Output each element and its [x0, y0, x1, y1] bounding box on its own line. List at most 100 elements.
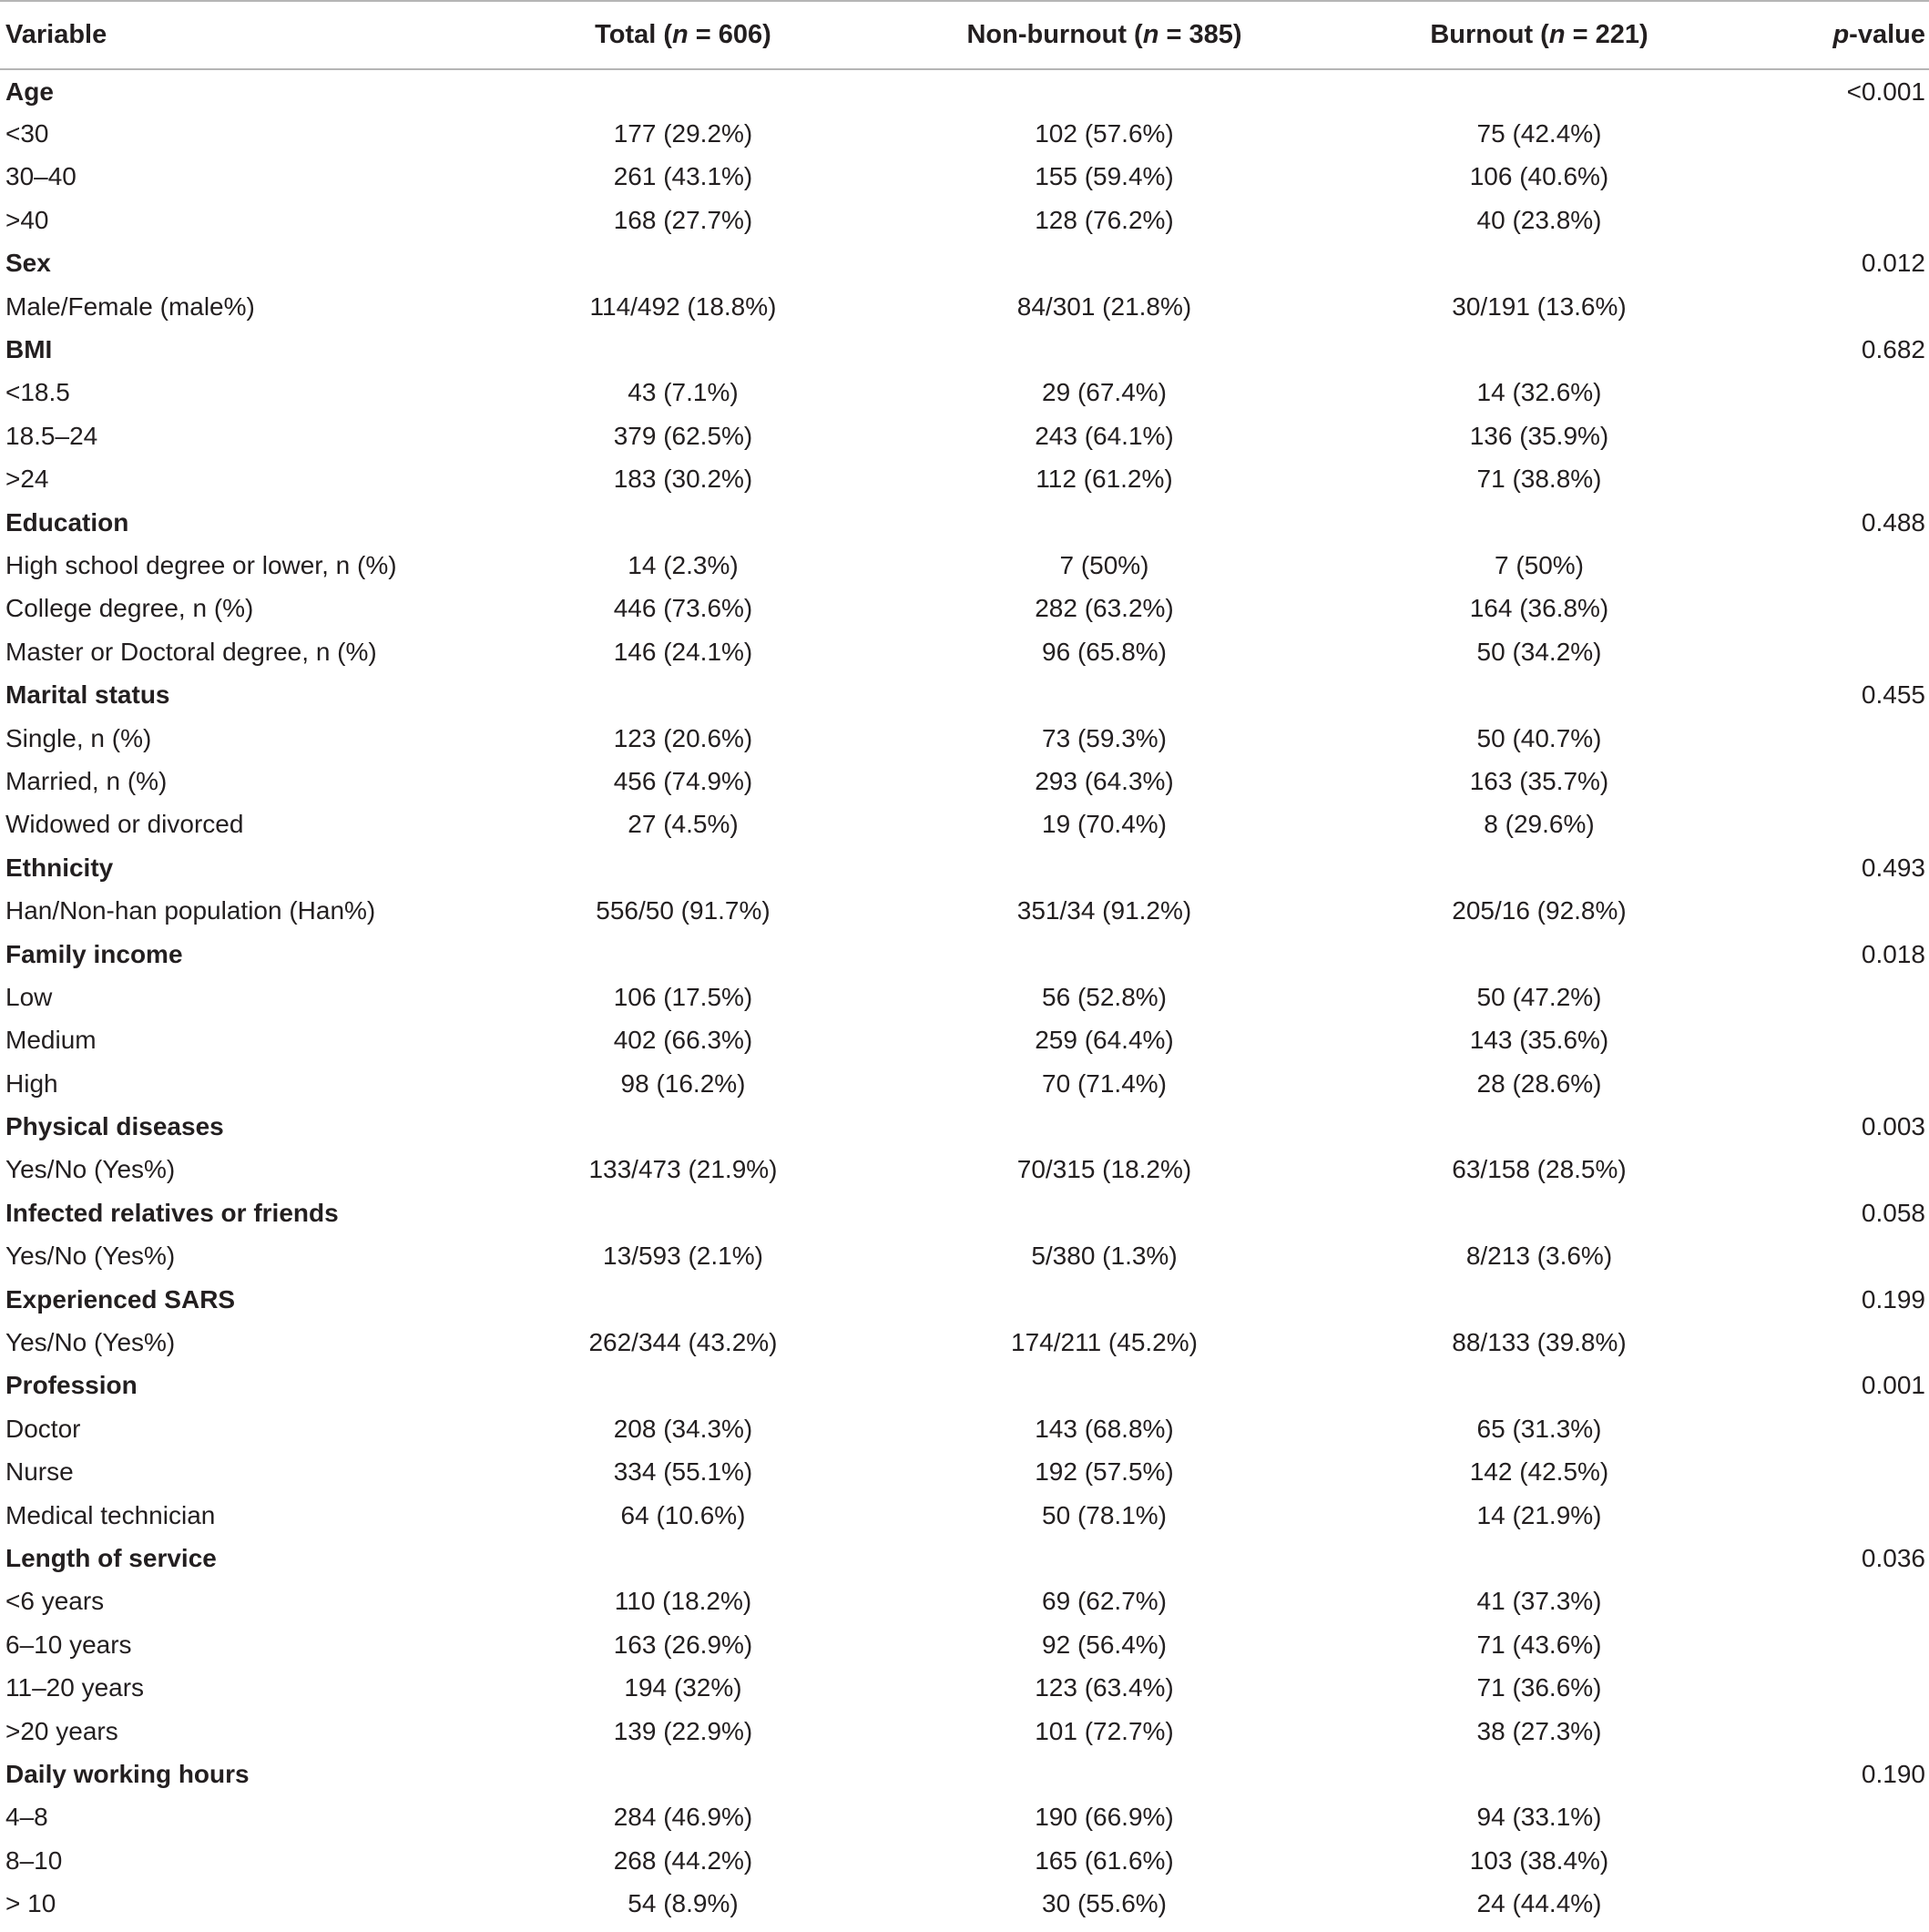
- cell-p-value: [1744, 588, 1929, 630]
- cell-p-value: [1744, 803, 1929, 846]
- row-label: <30: [5, 119, 49, 148]
- cell-non-burnout: [874, 1105, 1334, 1148]
- cell-non-burnout: 259 (64.4%): [1035, 1026, 1174, 1055]
- table-row: Yes/No (Yes%) 13/593 (2.1%) 5/380 (1.3%) 8/…: [0, 1235, 1929, 1278]
- table-header: Variable Total (n = 606) Non-burnout (n …: [0, 0, 1929, 70]
- cell-burnout: 142 (42.5%): [1469, 1457, 1609, 1487]
- cell-total: 27 (4.5%): [628, 810, 739, 839]
- cell-p-value: [1744, 156, 1929, 199]
- table-group-row: Family income 0.018: [0, 933, 1929, 976]
- table-row: 4–8 284 (46.9%) 190 (66.9%) 94 (33.1%): [0, 1796, 1929, 1839]
- cell-non-burnout: [874, 501, 1334, 544]
- cell-burnout: 65 (31.3%): [1476, 1414, 1602, 1443]
- row-label: Experienced SARS: [5, 1284, 236, 1314]
- cell-burnout: [1334, 1537, 1744, 1579]
- cell-p-value: [1744, 1623, 1929, 1666]
- cell-non-burnout: 143 (68.8%): [1035, 1414, 1174, 1443]
- header-total: Total (n = 606): [492, 0, 874, 70]
- cell-non-burnout: 30 (55.6%): [1042, 1889, 1167, 1918]
- cell-burnout: [1334, 933, 1744, 976]
- row-label: Yes/No (Yes%): [5, 1242, 176, 1271]
- cell-p-value: [1744, 630, 1929, 673]
- cell-p-value: 0.493: [1861, 853, 1925, 882]
- cell-p-value: [1744, 976, 1929, 1018]
- cell-total: 261 (43.1%): [613, 162, 753, 191]
- cell-p-value: [1744, 717, 1929, 760]
- cell-burnout: 14 (32.6%): [1476, 378, 1602, 407]
- row-label: >20 years: [5, 1716, 118, 1745]
- cell-burnout: 88/133 (39.8%): [1452, 1328, 1627, 1357]
- cell-p-value: [1744, 1710, 1929, 1753]
- row-label: Daily working hours: [5, 1759, 250, 1788]
- cell-total: 146 (24.1%): [613, 637, 753, 666]
- table-row: >40 168 (27.7%) 128 (76.2%) 40 (23.8%): [0, 199, 1929, 241]
- table-group-row: Sex 0.012: [0, 242, 1929, 285]
- cell-total: 14 (2.3%): [628, 550, 739, 579]
- cell-p-value: [1744, 414, 1929, 457]
- header-burnout: Burnout (n = 221): [1334, 0, 1744, 70]
- row-label: Ethnicity: [5, 853, 114, 882]
- cell-burnout: 163 (35.7%): [1469, 766, 1609, 795]
- row-label: Sex: [5, 249, 51, 278]
- cell-non-burnout: 70/315 (18.2%): [1016, 1155, 1192, 1184]
- cell-burnout: 205/16 (92.8%): [1452, 896, 1627, 925]
- cell-non-burnout: 192 (57.5%): [1035, 1457, 1174, 1487]
- cell-burnout: 14 (21.9%): [1476, 1500, 1602, 1529]
- cell-p-value: [1744, 1796, 1929, 1839]
- row-label: Length of service: [5, 1543, 217, 1572]
- cell-p-value: 0.018: [1861, 939, 1925, 968]
- table-row: Male/Female (male%) 114/492 (18.8%) 84/301…: [0, 285, 1929, 328]
- cell-non-burnout: 70 (71.4%): [1042, 1068, 1167, 1098]
- cell-total: [492, 933, 874, 976]
- cell-total: 43 (7.1%): [628, 378, 739, 407]
- row-label: Doctor: [5, 1414, 81, 1443]
- table-row: High 98 (16.2%) 70 (71.4%) 28 (28.6%): [0, 1062, 1929, 1105]
- table-group-row: Ethnicity 0.493: [0, 846, 1929, 889]
- cell-p-value: [1744, 1321, 1929, 1364]
- row-label: >40: [5, 205, 49, 234]
- row-label: Physical diseases: [5, 1112, 224, 1141]
- table-row: Medical technician 64 (10.6%) 50 (78.1%) 14…: [0, 1494, 1929, 1537]
- cell-non-burnout: 101 (72.7%): [1035, 1716, 1174, 1745]
- cell-total: 556/50 (91.7%): [596, 896, 771, 925]
- cell-burnout: 71 (43.6%): [1476, 1630, 1602, 1659]
- cell-burnout: 71 (36.6%): [1476, 1673, 1602, 1702]
- table-group-row: Profession 0.001: [0, 1365, 1929, 1407]
- table-body: Age <0.001 <30 177 (29.2%) 102 (57.6%) 75 (42…: [0, 69, 1929, 1926]
- table-row: College degree, n (%) 446 (73.6%) 282 (63.…: [0, 588, 1929, 630]
- cell-p-value: 0.199: [1861, 1284, 1925, 1314]
- table-row: >24 183 (30.2%) 112 (61.2%) 71 (38.8%): [0, 458, 1929, 501]
- cell-p-value: 0.682: [1861, 335, 1925, 364]
- table-row: High school degree or lower, n (%) 14 (2.…: [0, 544, 1929, 587]
- cell-total: 110 (18.2%): [614, 1587, 752, 1616]
- cell-total: [492, 1278, 874, 1321]
- row-label: 30–40: [5, 162, 77, 191]
- cell-burnout: [1334, 673, 1744, 716]
- cell-total: 139 (22.9%): [613, 1716, 753, 1745]
- cell-burnout: 40 (23.8%): [1476, 205, 1602, 234]
- row-label: Single, n (%): [5, 723, 152, 752]
- cell-total: [492, 1191, 874, 1234]
- table-row: 11–20 years 194 (32%) 123 (63.4%) 71 (36.6%…: [0, 1666, 1929, 1709]
- header-variable: Variable: [0, 0, 492, 70]
- cell-total: 284 (46.9%): [613, 1803, 753, 1832]
- cell-total: 194 (32%): [624, 1673, 742, 1702]
- cell-non-burnout: [874, 673, 1334, 716]
- cell-non-burnout: [874, 242, 1334, 285]
- row-label: >24: [5, 465, 49, 494]
- cell-total: 163 (26.9%): [613, 1630, 753, 1659]
- cell-total: 262/344 (43.2%): [588, 1328, 778, 1357]
- cell-burnout: [1334, 1753, 1744, 1795]
- cell-burnout: [1334, 1191, 1744, 1234]
- header-non-burnout: Non-burnout (n = 385): [874, 0, 1334, 70]
- cell-burnout: 136 (35.9%): [1469, 421, 1609, 450]
- table-row: Single, n (%) 123 (20.6%) 73 (59.3%) 50 (40…: [0, 717, 1929, 760]
- cell-burnout: [1334, 69, 1744, 112]
- cell-burnout: 8/213 (3.6%): [1465, 1242, 1613, 1271]
- table-row: Han/Non-han population (Han%) 556/50 (91.…: [0, 889, 1929, 932]
- cell-non-burnout: 50 (78.1%): [1042, 1500, 1167, 1529]
- cell-burnout: 28 (28.6%): [1476, 1068, 1602, 1098]
- cell-non-burnout: [874, 846, 1334, 889]
